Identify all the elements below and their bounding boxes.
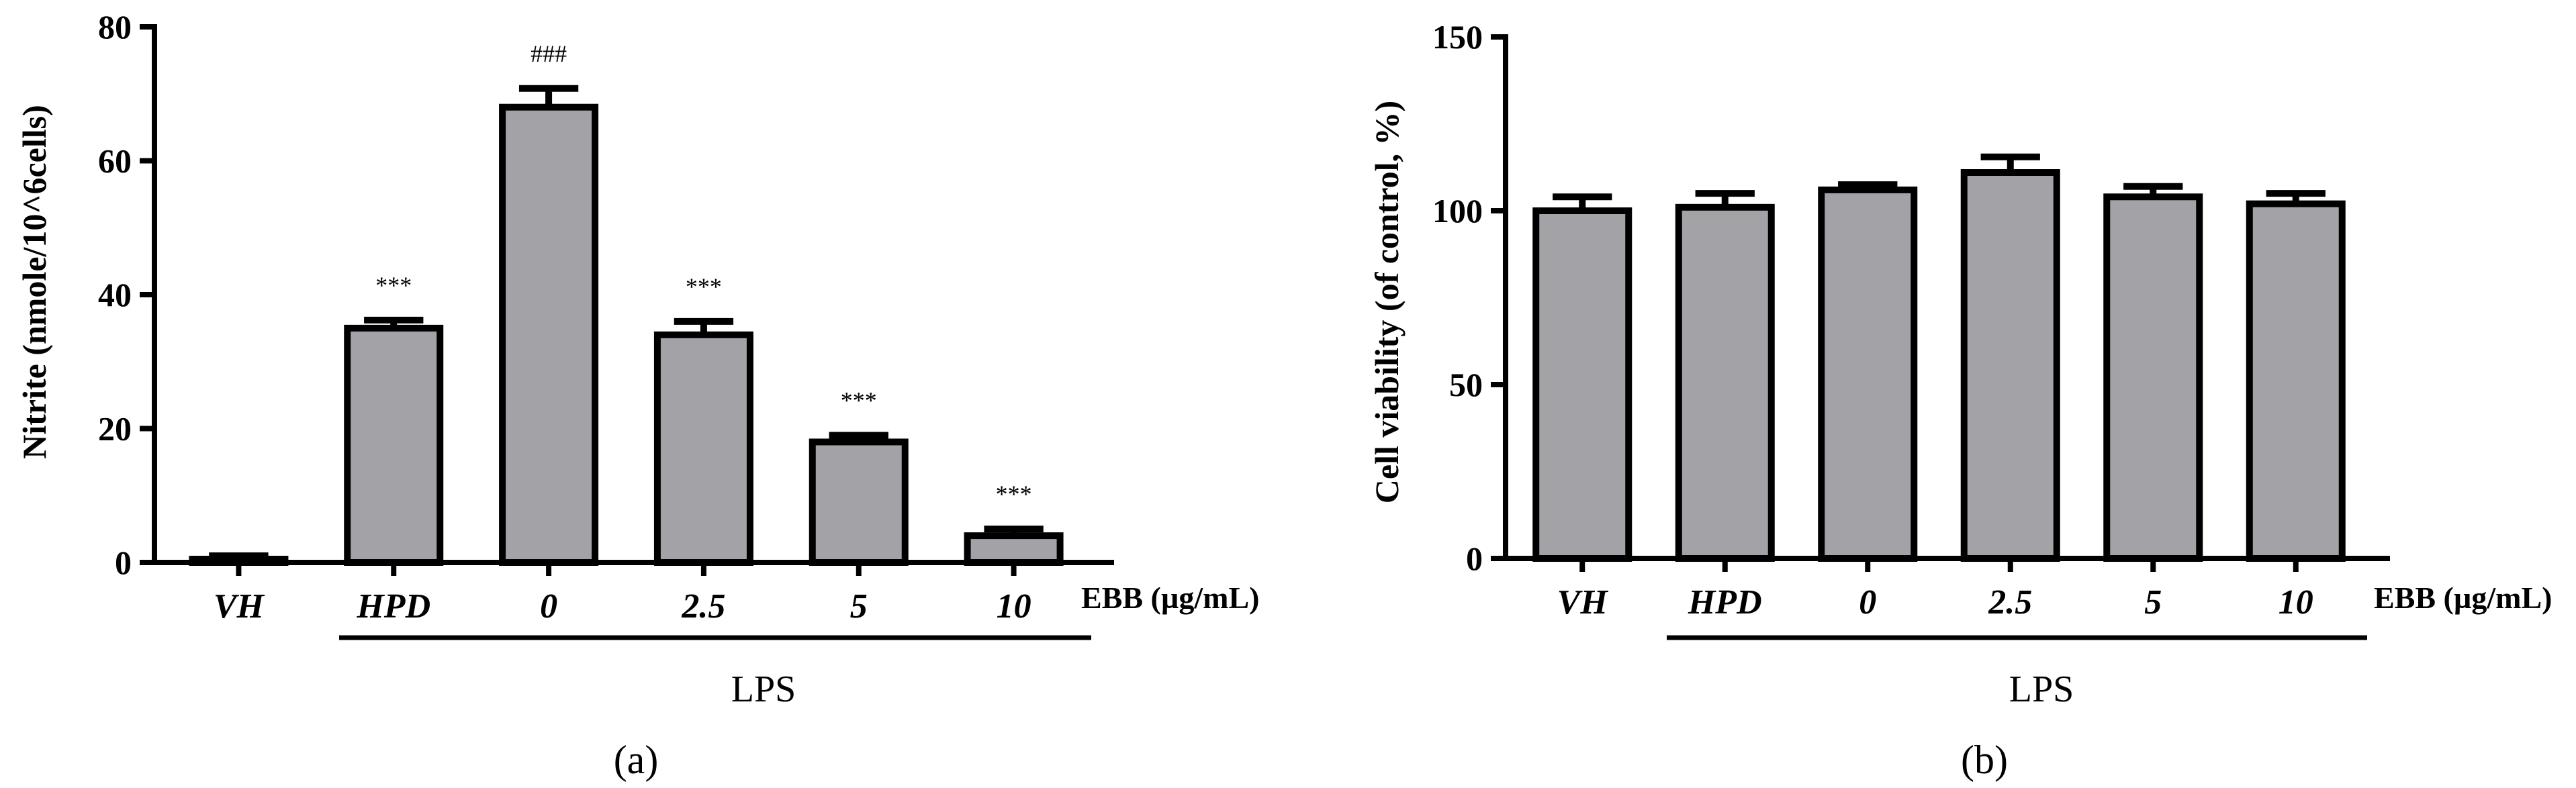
panel-a-lps-label: LPS (731, 669, 796, 710)
panel-b-bars (1532, 153, 2346, 562)
panel-a-significance-1: *** (375, 272, 412, 299)
panel-a-label: (a) (614, 738, 659, 782)
panel-a-x-tick-label-0: VH (214, 587, 265, 626)
panel-b-y-tick-label: 150 (1432, 18, 1483, 56)
panel-a-y-tick-label: 20 (98, 410, 132, 448)
panel-a: *** ### *** *** *** 0 20 40 60 80 VH HPD 0 2.5 5 10 Ni… (15, 8, 1259, 782)
panel-a-bar-3 (653, 331, 753, 566)
panel-a-axes: 0 20 40 60 80 VH HPD 0 2.5 5 10 (98, 8, 1114, 626)
panel-a-bars: *** ### *** *** *** (189, 40, 1064, 567)
panel-a-bar-5 (964, 532, 1064, 566)
panel-b-lps-label: LPS (2009, 669, 2074, 710)
panel-b: 0 50 100 150 VH HPD 0 2.5 5 10 Cell viability (of… (1368, 18, 2552, 782)
panel-a-y-tick-label: 60 (98, 142, 132, 180)
panel-b-x-tick-label-1: HPD (1688, 583, 1762, 622)
panel-b-x-axis-unit: EBB (µg/mL) (2374, 581, 2552, 615)
panel-b-x-tick-label-5: 10 (2279, 583, 2313, 622)
panel-b-y-tick-label: 100 (1432, 192, 1483, 230)
panel-b-x-tick-label-4: 5 (2144, 583, 2162, 622)
panel-a-y-axis-label: Nitrite (nmole/10^6cells) (15, 105, 53, 459)
panel-a-bar-4 (809, 438, 909, 567)
panel-a-y-tick-label: 0 (115, 544, 132, 581)
panel-b-y-tick-label: 50 (1449, 366, 1483, 403)
panel-a-significance-3: *** (686, 273, 722, 300)
panel-a-x-tick-label-3: 2.5 (681, 587, 725, 626)
panel-a-significance-5: *** (996, 481, 1032, 507)
panel-b-x-tick-label-3: 2.5 (1988, 583, 2032, 622)
panel-a-y-tick-label: 80 (98, 8, 132, 46)
panel-a-x-axis-unit: EBB (µg/mL) (1081, 581, 1259, 615)
panel-b-y-axis-label: Cell viability (of control, %) (1368, 101, 1406, 503)
panel-a-x-tick-label-5: 10 (997, 587, 1031, 626)
panel-b-bar-4 (2103, 193, 2203, 562)
panel-a-y-tick-label: 40 (98, 276, 132, 313)
panel-b-x-tick-label-0: VH (1557, 583, 1609, 622)
panel-b-label: (b) (1961, 738, 2008, 782)
panel-b-x-tick-label-2: 0 (1859, 583, 1876, 622)
panel-a-x-tick-label-4: 5 (850, 587, 868, 626)
panel-b-bar-3 (1960, 169, 2060, 562)
panel-a-bar-1 (344, 324, 444, 566)
panel-b-bar-0 (1532, 207, 1632, 562)
panel-b-bar-5 (2246, 200, 2346, 562)
panel-b-bar-2 (1818, 186, 1918, 562)
panel-b-bar-1 (1675, 203, 1775, 562)
panel-a-x-tick-label-2: 0 (540, 587, 557, 626)
panel-b-y-tick-label: 0 (1466, 540, 1483, 577)
panel-a-significance-4: *** (841, 387, 877, 413)
panel-b-axes: 0 50 100 150 VH HPD 0 2.5 5 10 (1432, 18, 2390, 622)
panel-a-x-tick-label-1: HPD (356, 587, 430, 626)
panel-a-bar-2 (499, 103, 599, 566)
panel-a-significance-2: ### (531, 40, 567, 67)
